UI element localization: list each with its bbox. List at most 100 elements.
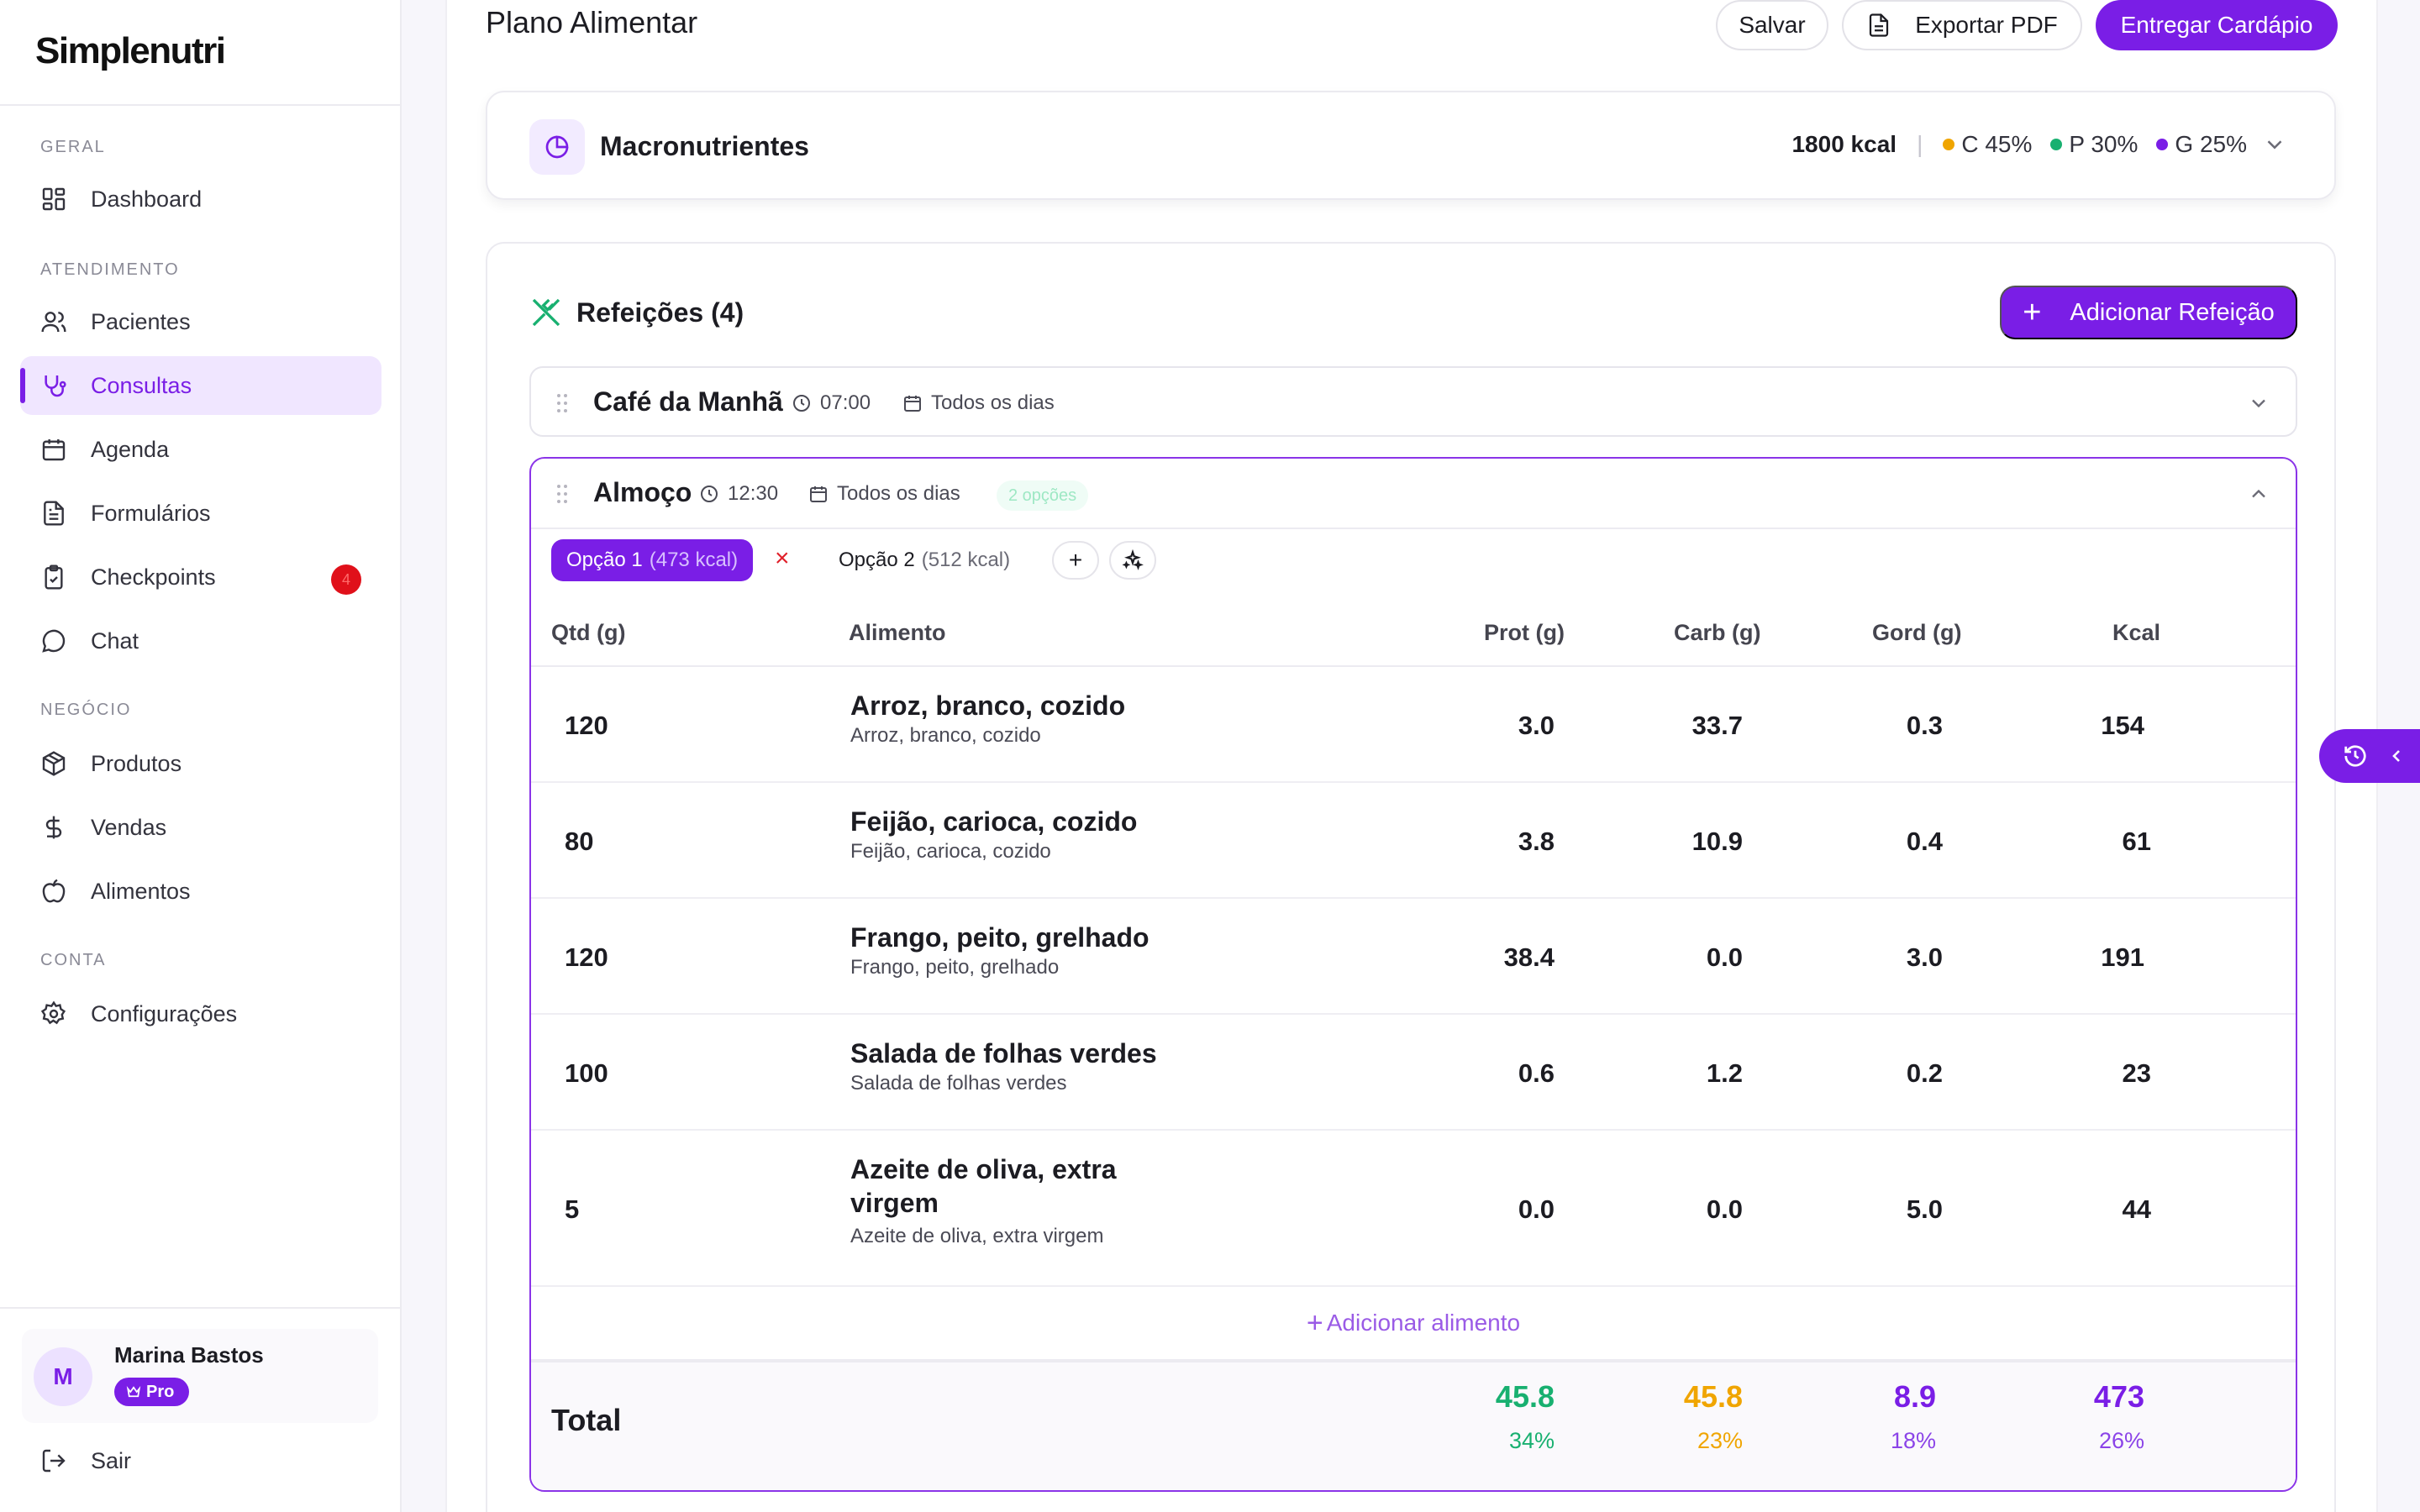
- carb-dot: [1943, 139, 1955, 150]
- food-qty[interactable]: 120: [565, 942, 608, 972]
- food-kcal: 191: [2101, 942, 2144, 972]
- stethoscope-icon: [45, 375, 66, 397]
- food-qty[interactable]: 80: [565, 827, 594, 856]
- remove-option-button[interactable]: ×: [775, 544, 790, 572]
- logout-button[interactable]: Sair: [20, 1431, 381, 1490]
- drag-handle-icon[interactable]: [556, 393, 568, 413]
- chevron-left-icon: [2392, 750, 2400, 762]
- total-label: Total: [551, 1403, 622, 1437]
- meal-row-breakfast[interactable]: Café da Manhã 07:00 Todos os dias: [529, 366, 2297, 437]
- deliver-menu-button[interactable]: Entregar Cardápio: [2096, 0, 2338, 50]
- meals-title: Refeições (4): [576, 297, 744, 328]
- plus-icon: +: [1306, 1307, 1323, 1339]
- carb-pill: C 45%: [1943, 131, 2032, 158]
- nav-section-geral: GERAL: [40, 138, 106, 156]
- add-food-label: Adicionar alimento: [1326, 1310, 1521, 1336]
- total-fat-pct: 18%: [1890, 1428, 1936, 1453]
- sidebar-item-alimentos[interactable]: Alimentos: [20, 862, 381, 921]
- sidebar-item-formularios[interactable]: Formulários: [20, 484, 381, 543]
- app-logo[interactable]: Simplenutri: [35, 30, 226, 71]
- nav-section-atendimento: ATENDIMENTO: [40, 260, 180, 279]
- sidebar-item-label: Checkpoints: [91, 564, 216, 590]
- column-header-kcal: Kcal: [2112, 620, 2161, 645]
- ai-suggest-button[interactable]: [1109, 541, 1156, 580]
- total-prot: 45.8: [1495, 1379, 1555, 1414]
- chat-icon: [42, 629, 66, 653]
- food-name: Frango, peito, grelhado: [850, 922, 1150, 953]
- total-prot-pct: 34%: [1508, 1428, 1555, 1453]
- meal-time-value: 07:00: [820, 391, 871, 414]
- sidebar-item-dashboard[interactable]: Dashboard: [20, 170, 381, 228]
- plan-badge: Pro: [114, 1378, 190, 1406]
- macros-card[interactable]: Macronutrientes 1800 kcal | C 45% P 30% …: [486, 91, 2336, 200]
- sidebar-item-pacientes[interactable]: Pacientes: [20, 292, 381, 351]
- gear-icon: [40, 1000, 66, 1025]
- divider: [531, 665, 2296, 667]
- meal-days: Todos os dias: [808, 482, 960, 506]
- option-tab-2[interactable]: Opção 2 (512 kcal): [827, 539, 1022, 581]
- table-row[interactable]: 80 Feijão, carioca, cozido Feijão, cario…: [531, 783, 2296, 899]
- chevron-down-icon[interactable]: [2247, 391, 2270, 415]
- user-name: Marina Bastos: [114, 1342, 264, 1368]
- food-carb: 0.0: [1706, 1194, 1743, 1224]
- table-row[interactable]: 120 Arroz, branco, cozido Arroz, branco,…: [531, 667, 2296, 783]
- table-row[interactable]: 120 Frango, peito, grelhado Frango, peit…: [531, 899, 2296, 1015]
- add-option-button[interactable]: +: [1052, 541, 1099, 580]
- users-icon: [41, 312, 66, 333]
- option-tab-1[interactable]: Opção 1 (473 kcal): [551, 539, 754, 581]
- meals-card: Refeições (4) + Adicionar Refeição Café …: [486, 242, 2336, 1512]
- prot-value: P 30%: [2069, 131, 2139, 157]
- sidebar-item-checkpoints[interactable]: Checkpoints 4: [20, 548, 381, 606]
- sidebar-item-label: Produtos: [91, 750, 182, 776]
- sidebar-item-chat[interactable]: Chat: [20, 612, 381, 670]
- option-label: Opção 1: [566, 549, 643, 571]
- sidebar: Simplenutri GERAL Dashboard ATENDIMENTO …: [0, 0, 402, 1512]
- sidebar-item-label: Alimentos: [91, 878, 191, 904]
- food-prot: 38.4: [1503, 942, 1555, 972]
- fat-dot: [2156, 139, 2169, 150]
- total-kcal-pct: 26%: [2098, 1428, 2144, 1453]
- save-button[interactable]: Salvar: [1716, 0, 1828, 50]
- food-qty[interactable]: 100: [565, 1058, 608, 1088]
- sidebar-item-produtos[interactable]: Produtos: [20, 734, 381, 793]
- history-panel-toggle[interactable]: [2319, 729, 2420, 783]
- food-carb: 1.2: [1706, 1058, 1743, 1088]
- sidebar-item-label: Dashboard: [91, 186, 203, 212]
- food-fat: 0.3: [1906, 711, 1943, 740]
- separator: |: [1917, 131, 1923, 157]
- meal-name: Café da Manhã: [593, 386, 783, 417]
- food-qty[interactable]: 5: [565, 1194, 580, 1224]
- sidebar-item-agenda[interactable]: Agenda: [20, 420, 381, 479]
- food-fat: 5.0: [1906, 1194, 1943, 1224]
- table-row[interactable]: 5 Azeite de oliva, extra virgem Azeite d…: [531, 1131, 2296, 1287]
- fat-value: G 25%: [2175, 131, 2247, 157]
- chevron-down-icon[interactable]: [2262, 132, 2287, 157]
- sidebar-item-vendas[interactable]: Vendas: [20, 798, 381, 857]
- column-header-food: Alimento: [849, 620, 946, 645]
- sidebar-item-label: Agenda: [91, 436, 170, 462]
- macros-icon-box: [529, 119, 585, 175]
- total-row: [531, 1362, 2296, 1490]
- chevron-up-icon[interactable]: [2247, 482, 2270, 506]
- package-icon: [42, 751, 66, 776]
- add-food-button[interactable]: + Adicionar alimento: [531, 1287, 2296, 1359]
- user-card[interactable]: M Marina Bastos Pro: [22, 1329, 378, 1423]
- sidebar-item-configuracoes[interactable]: Configurações: [20, 984, 381, 1043]
- nav-section-negocio: NEGÓCIO: [40, 701, 132, 719]
- divider: [0, 104, 400, 106]
- table-row[interactable]: 100 Salada de folhas verdes Salada de fo…: [531, 1015, 2296, 1131]
- add-meal-button[interactable]: + Adicionar Refeição: [2000, 286, 2297, 339]
- export-pdf-button[interactable]: Exportar PDF: [1842, 0, 2082, 50]
- drag-handle-icon[interactable]: [556, 484, 568, 504]
- food-name: Arroz, branco, cozido: [850, 690, 1126, 721]
- logout-icon: [42, 1449, 66, 1473]
- macros-summary: 1800 kcal | C 45% P 30% G 25%: [1791, 131, 2287, 158]
- food-qty[interactable]: 120: [565, 711, 608, 740]
- column-header-prot: Prot (g): [1484, 620, 1565, 645]
- prot-dot: [2050, 139, 2063, 150]
- export-pdf-label: Exportar PDF: [1915, 12, 2058, 38]
- food-kcal: 154: [2101, 711, 2144, 740]
- apple-icon: [42, 879, 66, 903]
- sidebar-item-consultas[interactable]: Consultas: [20, 356, 381, 415]
- food-name: Salada de folhas verdes: [850, 1038, 1157, 1068]
